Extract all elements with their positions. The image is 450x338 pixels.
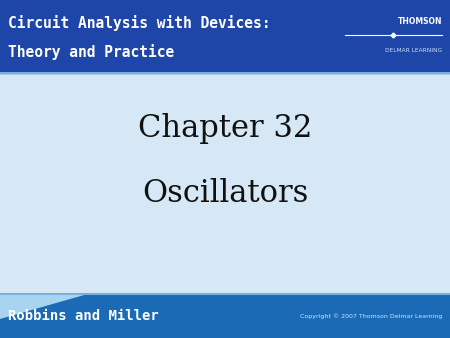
Text: Oscillators: Oscillators (142, 177, 308, 209)
Text: THOMSON: THOMSON (397, 17, 442, 26)
Text: Copyright © 2007 Thomson Delmar Learning: Copyright © 2007 Thomson Delmar Learning (300, 313, 442, 319)
Polygon shape (0, 294, 85, 318)
Text: Theory and Practice: Theory and Practice (8, 44, 174, 60)
Text: Chapter 32: Chapter 32 (138, 113, 312, 144)
Bar (0, 294, 450, 338)
Text: Circuit Analysis with Devices:: Circuit Analysis with Devices: (8, 15, 270, 31)
Text: Robbins and Miller: Robbins and Miller (8, 309, 159, 323)
Text: DELMAR LEARNING: DELMAR LEARNING (385, 48, 442, 53)
Bar (0, 0, 450, 73)
